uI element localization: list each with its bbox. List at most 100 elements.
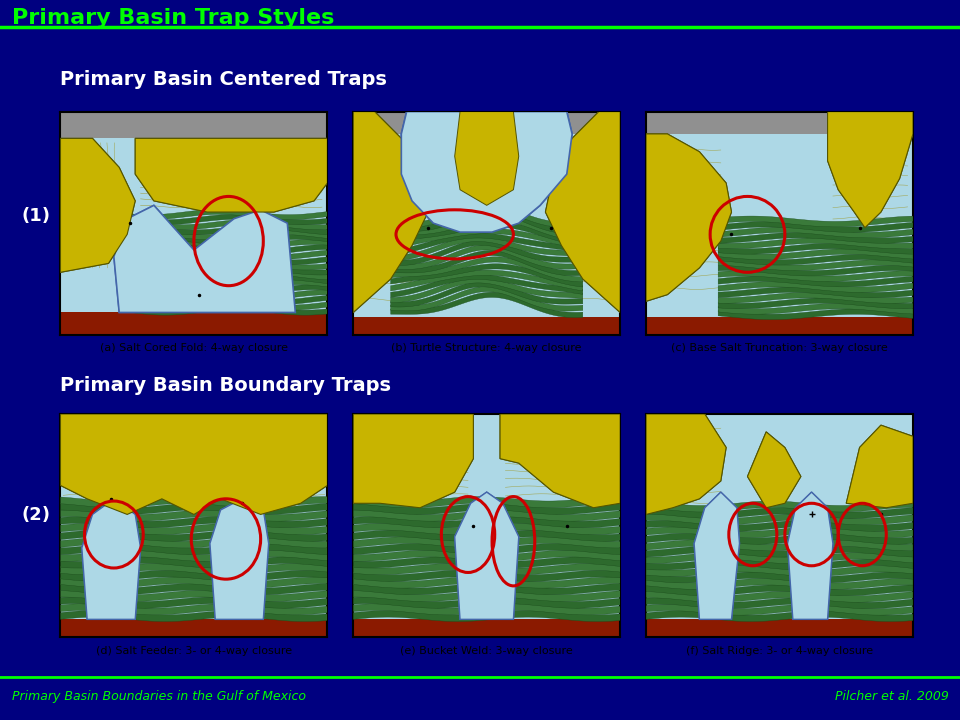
Text: Primary Basin Boundaries in the Gulf of Mexico: Primary Basin Boundaries in the Gulf of … bbox=[12, 690, 305, 703]
Polygon shape bbox=[718, 216, 913, 227]
Polygon shape bbox=[718, 222, 913, 233]
Polygon shape bbox=[718, 249, 913, 260]
Polygon shape bbox=[646, 585, 913, 595]
Polygon shape bbox=[135, 138, 327, 212]
Polygon shape bbox=[119, 274, 327, 285]
Polygon shape bbox=[391, 203, 583, 228]
Polygon shape bbox=[353, 550, 620, 562]
Polygon shape bbox=[60, 414, 327, 514]
Polygon shape bbox=[353, 590, 620, 601]
Polygon shape bbox=[455, 492, 518, 619]
Polygon shape bbox=[455, 112, 518, 205]
Polygon shape bbox=[847, 425, 913, 508]
Text: Primary Basin Trap Styles: Primary Basin Trap Styles bbox=[12, 8, 334, 28]
Polygon shape bbox=[391, 236, 583, 261]
Polygon shape bbox=[694, 492, 739, 619]
Polygon shape bbox=[646, 598, 913, 608]
Polygon shape bbox=[646, 514, 913, 525]
Polygon shape bbox=[828, 112, 913, 228]
Polygon shape bbox=[119, 279, 327, 290]
Polygon shape bbox=[353, 414, 473, 508]
Polygon shape bbox=[353, 112, 428, 312]
Polygon shape bbox=[353, 619, 620, 637]
Polygon shape bbox=[391, 233, 583, 256]
Polygon shape bbox=[391, 282, 583, 307]
Polygon shape bbox=[391, 228, 583, 250]
Polygon shape bbox=[748, 432, 801, 508]
Text: (1): (1) bbox=[21, 207, 50, 225]
Polygon shape bbox=[718, 298, 913, 309]
Polygon shape bbox=[60, 138, 135, 272]
Polygon shape bbox=[646, 527, 913, 538]
Polygon shape bbox=[847, 425, 913, 508]
Polygon shape bbox=[718, 309, 913, 320]
Polygon shape bbox=[353, 570, 620, 581]
Polygon shape bbox=[119, 269, 327, 280]
Polygon shape bbox=[82, 499, 140, 619]
Polygon shape bbox=[119, 235, 327, 245]
Polygon shape bbox=[401, 112, 572, 232]
Text: (f) Salt Ridge: 3- or 4-way closure: (f) Salt Ridge: 3- or 4-way closure bbox=[686, 646, 873, 656]
Text: Primary Basin Centered Traps: Primary Basin Centered Traps bbox=[60, 70, 387, 89]
Polygon shape bbox=[391, 274, 583, 297]
Polygon shape bbox=[718, 265, 913, 276]
Polygon shape bbox=[718, 303, 913, 314]
Polygon shape bbox=[718, 260, 913, 271]
Polygon shape bbox=[646, 559, 913, 570]
Polygon shape bbox=[353, 577, 620, 588]
Polygon shape bbox=[455, 112, 518, 205]
Polygon shape bbox=[391, 222, 583, 246]
Polygon shape bbox=[119, 240, 327, 250]
Polygon shape bbox=[646, 501, 913, 512]
Polygon shape bbox=[60, 537, 327, 548]
Polygon shape bbox=[60, 597, 327, 608]
Polygon shape bbox=[391, 292, 583, 318]
Polygon shape bbox=[114, 205, 296, 312]
Polygon shape bbox=[119, 230, 327, 240]
Polygon shape bbox=[391, 270, 583, 291]
Polygon shape bbox=[353, 537, 620, 548]
Polygon shape bbox=[646, 540, 913, 551]
Polygon shape bbox=[391, 264, 583, 287]
Polygon shape bbox=[60, 503, 327, 514]
Polygon shape bbox=[119, 289, 327, 300]
Polygon shape bbox=[646, 553, 913, 564]
Polygon shape bbox=[391, 287, 583, 311]
Polygon shape bbox=[646, 604, 913, 615]
Polygon shape bbox=[60, 557, 327, 568]
Polygon shape bbox=[787, 492, 833, 619]
Polygon shape bbox=[353, 584, 620, 595]
Polygon shape bbox=[60, 570, 327, 581]
Polygon shape bbox=[119, 300, 327, 310]
Polygon shape bbox=[718, 238, 913, 248]
Text: (a) Salt Cored Fold: 4-way closure: (a) Salt Cored Fold: 4-way closure bbox=[100, 343, 288, 354]
Polygon shape bbox=[353, 317, 620, 335]
Text: (c) Base Salt Truncation: 3-way closure: (c) Base Salt Truncation: 3-way closure bbox=[671, 343, 888, 354]
Polygon shape bbox=[353, 112, 428, 312]
Polygon shape bbox=[60, 564, 327, 575]
Polygon shape bbox=[60, 590, 327, 601]
Polygon shape bbox=[82, 499, 140, 619]
Polygon shape bbox=[60, 523, 327, 534]
Polygon shape bbox=[119, 255, 327, 265]
Text: Primary Basin Boundary Traps: Primary Basin Boundary Traps bbox=[60, 376, 392, 395]
Polygon shape bbox=[119, 250, 327, 260]
Polygon shape bbox=[401, 112, 572, 232]
Polygon shape bbox=[353, 414, 473, 508]
Polygon shape bbox=[391, 278, 583, 302]
Polygon shape bbox=[646, 591, 913, 602]
Polygon shape bbox=[718, 282, 913, 292]
Polygon shape bbox=[646, 508, 913, 518]
Polygon shape bbox=[119, 245, 327, 255]
Polygon shape bbox=[391, 215, 583, 240]
Polygon shape bbox=[718, 233, 913, 243]
Polygon shape bbox=[391, 257, 583, 282]
Text: (e) Bucket Weld: 3-way closure: (e) Bucket Weld: 3-way closure bbox=[400, 646, 573, 656]
Polygon shape bbox=[718, 292, 913, 303]
Polygon shape bbox=[119, 210, 327, 220]
Polygon shape bbox=[210, 499, 269, 619]
Polygon shape bbox=[60, 530, 327, 541]
Polygon shape bbox=[718, 254, 913, 265]
Polygon shape bbox=[353, 564, 620, 575]
Polygon shape bbox=[391, 251, 583, 276]
